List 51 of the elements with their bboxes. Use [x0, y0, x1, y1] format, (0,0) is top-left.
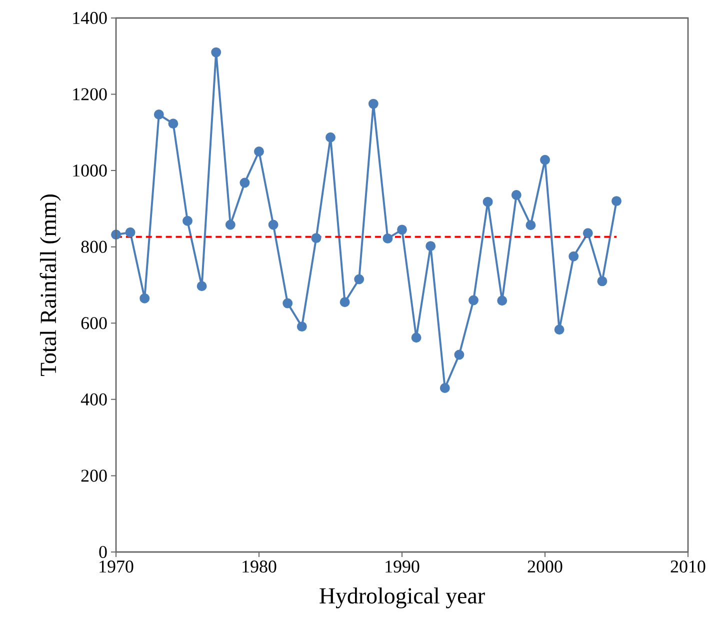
- point: [397, 224, 407, 235]
- point: [597, 276, 608, 286]
- x-tick-label: 2000: [528, 560, 562, 573]
- point: [254, 146, 264, 156]
- point: [568, 251, 579, 262]
- point: [382, 233, 393, 244]
- x-tick-label: 1990: [386, 560, 420, 573]
- point: [612, 196, 622, 206]
- point: [426, 241, 436, 252]
- point: [411, 332, 422, 343]
- point: [582, 228, 593, 238]
- point: [468, 295, 478, 306]
- point: [182, 216, 192, 226]
- point: [168, 118, 178, 129]
- point: [268, 220, 278, 230]
- x-axis-title: Hydrological year: [320, 587, 485, 608]
- point: [554, 324, 564, 335]
- point: [111, 230, 121, 240]
- point: [497, 296, 508, 306]
- point: [154, 110, 164, 120]
- x-tick-label: 2010: [670, 560, 706, 573]
- point: [340, 297, 350, 308]
- point: [511, 190, 522, 200]
- y-tick-label: 400: [80, 393, 107, 406]
- point: [225, 220, 236, 230]
- point: [140, 293, 150, 304]
- point: [326, 132, 336, 142]
- point: [211, 47, 222, 58]
- point: [282, 298, 293, 308]
- y-tick-label: 1200: [73, 88, 107, 100]
- point: [296, 322, 307, 332]
- y-tick-label: 1000: [73, 164, 107, 177]
- x-tick-label: 1980: [242, 560, 276, 573]
- point: [354, 274, 364, 284]
- x-tick-label: 1970: [100, 560, 134, 573]
- point: [240, 178, 250, 188]
- point: [540, 154, 550, 165]
- y-tick-label: 1400: [73, 12, 107, 24]
- point: [196, 281, 207, 292]
- point: [526, 220, 536, 230]
- point: [454, 350, 464, 360]
- point: [440, 382, 450, 393]
- point: [482, 196, 493, 207]
- y-axis-title: Total Rainfall (mm): [40, 194, 61, 376]
- y-tick-label: 0: [99, 546, 107, 558]
- point: [125, 227, 136, 238]
- point: [368, 98, 378, 109]
- y-tick-label: 200: [81, 470, 107, 482]
- point: [311, 233, 322, 244]
- y-tick-label: 600: [81, 317, 107, 330]
- y-tick-label: 800: [81, 240, 107, 253]
